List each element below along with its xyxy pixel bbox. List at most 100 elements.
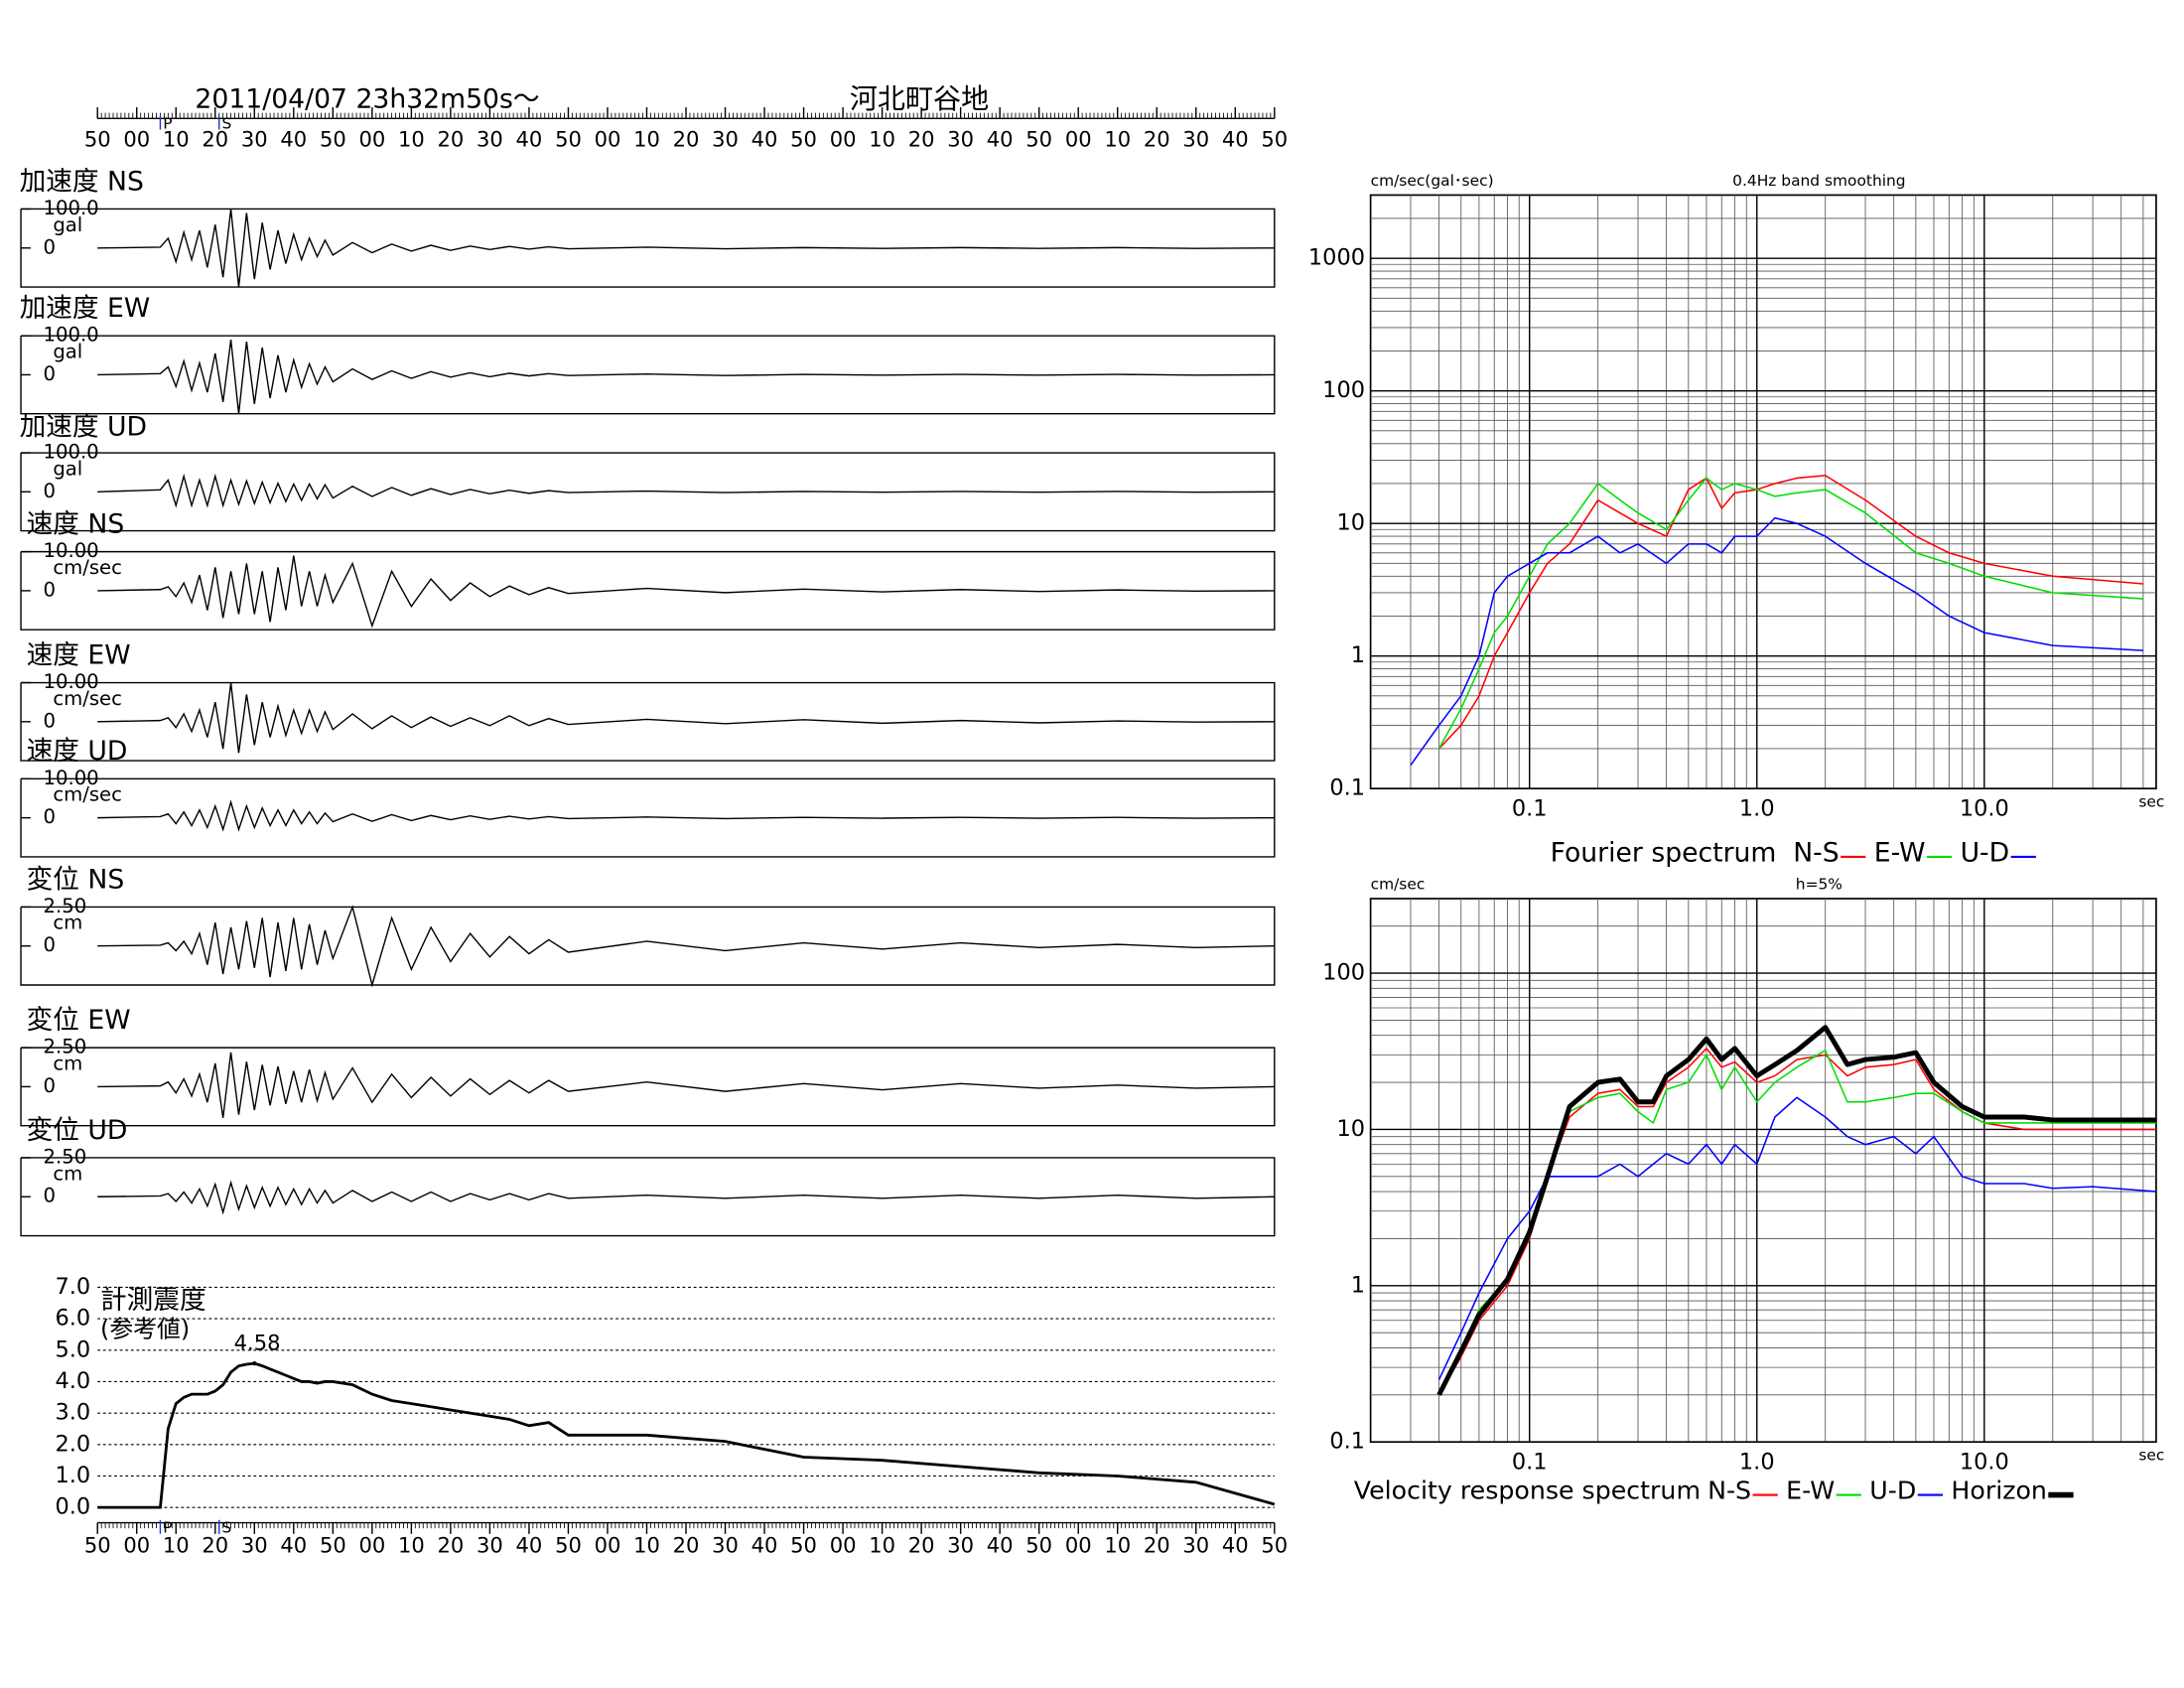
trace-title: 速度 EW bbox=[27, 639, 131, 670]
legend-label: E-W bbox=[1786, 1477, 1835, 1505]
unit-label: cm bbox=[53, 912, 82, 934]
y-tick-label: 10.00 bbox=[43, 670, 98, 693]
x-tick-label: 50 bbox=[555, 1532, 582, 1557]
x-tick-label: 40 bbox=[516, 1532, 543, 1557]
x-tick-label: 30 bbox=[477, 1532, 503, 1557]
x-tick-label: 50 bbox=[1261, 1532, 1288, 1557]
x-tick-label: 10 bbox=[163, 127, 190, 152]
x-axis-label: sec bbox=[2138, 1447, 2164, 1465]
y-tick-label: 7.0 bbox=[56, 1274, 91, 1300]
spectrum-line bbox=[1436, 1025, 2156, 1396]
x-tick-label: 10 bbox=[633, 1532, 660, 1557]
y-tick-label: 0 bbox=[43, 1074, 56, 1097]
x-tick-label: 00 bbox=[595, 127, 621, 152]
y-tick-label: 0.1 bbox=[1329, 775, 1365, 801]
x-tick-label: 20 bbox=[438, 1532, 465, 1557]
x-tick-label: 00 bbox=[123, 1532, 150, 1557]
frame bbox=[20, 1047, 1276, 1127]
trace bbox=[97, 682, 1275, 754]
x-tick-label: 20 bbox=[1144, 1532, 1170, 1557]
x-tick-label: 50 bbox=[84, 127, 111, 152]
y-tick-label: 4.0 bbox=[56, 1368, 91, 1394]
x-tick-label: 1.0 bbox=[1739, 796, 1775, 822]
caption: Velocity response spectrum bbox=[1354, 1477, 1701, 1505]
x-tick-label: 30 bbox=[1182, 127, 1209, 152]
y-tick-label: 1.0 bbox=[56, 1463, 91, 1488]
annotation-point bbox=[252, 1360, 257, 1366]
x-tick-label: 00 bbox=[1065, 1532, 1092, 1557]
frame bbox=[20, 906, 1276, 986]
y-tick-label: 10.00 bbox=[43, 539, 98, 562]
x-tick-label: 10 bbox=[1104, 1532, 1131, 1557]
x-tick-label: 50 bbox=[790, 127, 817, 152]
x-tick-label: 00 bbox=[358, 1532, 385, 1557]
y-tick-label: 100.0 bbox=[43, 441, 98, 464]
trace bbox=[97, 905, 1275, 988]
x-tick-label: 10 bbox=[633, 127, 660, 152]
x-tick-label: 50 bbox=[1025, 1532, 1052, 1557]
trace bbox=[97, 340, 1275, 414]
y-tick-label: 0 bbox=[43, 709, 56, 732]
trace-title: 速度 NS bbox=[27, 508, 125, 539]
y-tick-label: 100.0 bbox=[43, 324, 98, 347]
trace bbox=[97, 799, 1275, 832]
x-tick-label: 0.1 bbox=[1512, 1450, 1548, 1476]
phase-label: P bbox=[163, 1519, 172, 1537]
trace-title: 加速度 UD bbox=[20, 411, 147, 442]
x-tick-label: 30 bbox=[947, 1532, 974, 1557]
intensity-line bbox=[97, 1361, 1276, 1509]
x-tick-label: 40 bbox=[280, 127, 307, 152]
y-tick-label: 0.0 bbox=[56, 1494, 91, 1520]
unit-label: cm bbox=[53, 1162, 82, 1185]
datetime: 2011/04/07 23h32m50s〜 bbox=[195, 84, 539, 115]
x-tick-label: 40 bbox=[1222, 127, 1249, 152]
x-tick-label: 00 bbox=[358, 127, 385, 152]
frame bbox=[20, 452, 1276, 532]
x-tick-label: 10 bbox=[398, 127, 425, 152]
y-tick-label: 2.50 bbox=[43, 1036, 86, 1058]
spectrum-line bbox=[1437, 1048, 2156, 1396]
x-tick-label: 50 bbox=[555, 127, 582, 152]
y-tick-label: 0 bbox=[43, 805, 56, 828]
frame bbox=[20, 335, 1276, 415]
phase-label: S bbox=[222, 114, 232, 132]
x-tick-label: 00 bbox=[123, 127, 150, 152]
phase-label: S bbox=[222, 1519, 232, 1537]
x-tick-label: 50 bbox=[320, 127, 346, 152]
x-tick-label: 30 bbox=[241, 127, 268, 152]
y-tick-label: 0 bbox=[43, 933, 56, 956]
x-tick-label: 30 bbox=[241, 1532, 268, 1557]
unit-label: cm/sec bbox=[53, 556, 122, 579]
y-tick-label: 100 bbox=[1322, 960, 1365, 986]
trace-title: 変位 EW bbox=[27, 1005, 131, 1036]
y-tick-label: 0 bbox=[43, 480, 56, 502]
x-tick-label: 50 bbox=[84, 1532, 111, 1557]
x-tick-label: 00 bbox=[595, 1532, 621, 1557]
chart-title: 0.4Hz band smoothing bbox=[1732, 172, 1905, 190]
x-tick-label: 20 bbox=[202, 1532, 228, 1557]
x-tick-label: 50 bbox=[320, 1532, 346, 1557]
x-tick-label: 40 bbox=[1222, 1532, 1249, 1557]
y-tick-label: 0.1 bbox=[1329, 1429, 1365, 1455]
x-tick-label: 10 bbox=[1104, 127, 1131, 152]
y-tick-label: 100 bbox=[1322, 377, 1365, 403]
y-tick-label: 0 bbox=[43, 1185, 56, 1207]
legend-label: N-S bbox=[1793, 838, 1839, 869]
x-tick-label: 40 bbox=[516, 127, 543, 152]
y-tick-label: 1 bbox=[1351, 1272, 1365, 1298]
x-tick-label: 20 bbox=[202, 127, 228, 152]
x-tick-label: 40 bbox=[987, 1532, 1014, 1557]
spectrum-line bbox=[1410, 516, 2143, 767]
y-tick-label: 1 bbox=[1351, 642, 1365, 668]
legend-label: Horizon bbox=[1951, 1477, 2047, 1505]
x-tick-label: 30 bbox=[712, 127, 739, 152]
x-tick-label: 50 bbox=[1025, 127, 1052, 152]
x-tick-label: 10 bbox=[869, 127, 895, 152]
x-tick-label: 50 bbox=[790, 1532, 817, 1557]
x-tick-label: 10.0 bbox=[1960, 796, 2009, 822]
legend-label: E-W bbox=[1874, 838, 1926, 869]
y-tick-label: 0 bbox=[43, 578, 56, 601]
y-axis-label: cm/sec(gal･sec) bbox=[1371, 172, 1494, 190]
